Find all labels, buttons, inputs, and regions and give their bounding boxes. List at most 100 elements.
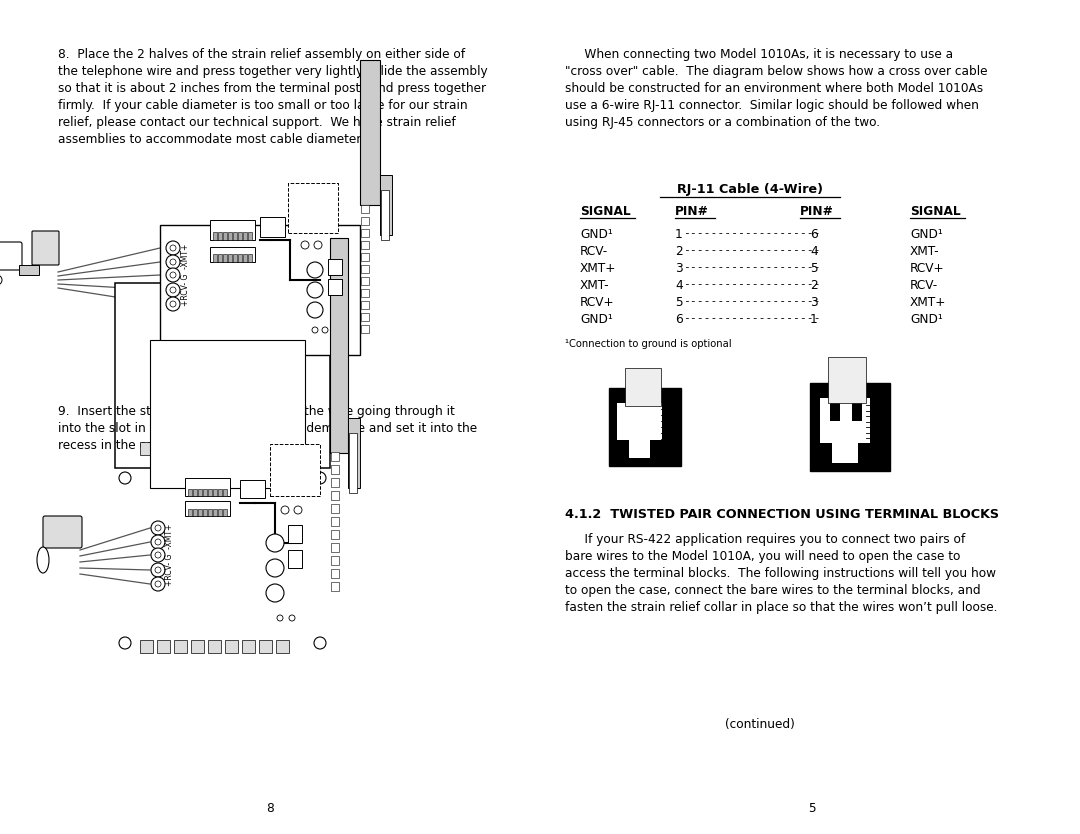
Bar [225, 640, 238, 653]
Circle shape [322, 327, 328, 333]
Text: GND¹: GND¹ [910, 228, 943, 241]
Circle shape [166, 283, 180, 297]
Bar [852, 401, 862, 421]
Bar [330, 478, 339, 487]
Bar [288, 550, 302, 568]
Ellipse shape [37, 547, 49, 573]
Text: PIN#: PIN# [800, 205, 834, 218]
Bar [208, 489, 212, 496]
Bar [609, 388, 681, 466]
Bar [222, 254, 227, 262]
Text: --------------------: -------------------- [683, 313, 820, 323]
Bar [361, 313, 369, 321]
Circle shape [119, 637, 131, 649]
Bar [193, 509, 197, 516]
Bar [858, 443, 870, 463]
Text: 8: 8 [266, 802, 274, 815]
Text: XMT-: XMT- [910, 245, 940, 258]
Bar [203, 489, 207, 496]
Text: RCV+: RCV+ [580, 296, 615, 309]
Bar [361, 289, 369, 297]
Circle shape [156, 581, 161, 587]
Circle shape [156, 552, 161, 558]
Bar [157, 442, 170, 455]
Text: RCV+: RCV+ [910, 262, 945, 275]
Bar [188, 489, 192, 496]
Text: XMT+: XMT+ [910, 296, 946, 309]
Bar [330, 504, 339, 513]
Bar [240, 480, 265, 498]
Circle shape [166, 297, 180, 311]
Bar [330, 582, 339, 591]
Text: SIGNAL: SIGNAL [910, 205, 960, 218]
Text: 3: 3 [878, 414, 882, 423]
Text: +RCV- G  -XMT+: +RCV- G -XMT+ [165, 524, 175, 586]
Text: 2: 2 [878, 409, 882, 418]
Bar [191, 442, 204, 455]
Circle shape [289, 615, 295, 621]
Bar [330, 452, 339, 461]
Bar [228, 232, 232, 240]
Text: 1: 1 [675, 228, 683, 241]
Circle shape [151, 563, 165, 577]
Bar [222, 489, 227, 496]
Circle shape [119, 472, 131, 484]
Bar [248, 254, 252, 262]
Circle shape [156, 539, 161, 545]
Bar [820, 398, 870, 463]
Bar [380, 175, 392, 235]
Bar [361, 217, 369, 225]
Bar [208, 442, 221, 455]
Text: 7: 7 [878, 436, 882, 445]
Circle shape [151, 577, 165, 591]
Circle shape [314, 472, 326, 484]
Text: 4: 4 [672, 425, 677, 434]
Bar [625, 368, 661, 406]
Bar [198, 509, 202, 516]
Text: 2: 2 [672, 413, 677, 422]
Bar [160, 225, 360, 355]
Circle shape [166, 241, 180, 255]
Bar [360, 60, 380, 205]
Text: XMT-: XMT- [580, 279, 609, 292]
Bar [381, 190, 389, 240]
Bar [222, 509, 227, 516]
Bar [242, 640, 255, 653]
Circle shape [266, 559, 284, 577]
Text: RCV-: RCV- [910, 279, 939, 292]
Bar [191, 640, 204, 653]
Bar [361, 301, 369, 309]
Bar [218, 232, 222, 240]
Text: 4: 4 [878, 420, 882, 429]
Circle shape [156, 567, 161, 573]
Bar [349, 433, 357, 493]
Bar [328, 259, 342, 275]
Circle shape [307, 302, 323, 318]
Text: 8.  Place the 2 halves of the strain relief assembly on either side of
the telep: 8. Place the 2 halves of the strain reli… [58, 48, 488, 146]
Text: 4: 4 [675, 279, 683, 292]
Bar [210, 247, 255, 262]
Text: GND¹: GND¹ [580, 313, 612, 326]
Bar [330, 543, 339, 552]
Text: 1: 1 [878, 403, 882, 412]
Text: --------------------: -------------------- [683, 228, 820, 238]
Bar [210, 220, 255, 240]
Bar [185, 478, 230, 496]
Circle shape [166, 268, 180, 282]
Bar [208, 509, 212, 516]
Bar [276, 640, 289, 653]
Bar [203, 509, 207, 516]
Bar [238, 232, 242, 240]
Text: 2: 2 [810, 279, 818, 292]
Text: 9.  Insert the strain relief assembly with the wire going through it
into the sl: 9. Insert the strain relief assembly wit… [58, 405, 477, 452]
Bar [270, 444, 320, 496]
Bar [157, 640, 170, 653]
Text: 1: 1 [672, 407, 677, 416]
Circle shape [312, 327, 318, 333]
Text: GND¹: GND¹ [910, 313, 943, 326]
Bar [213, 232, 217, 240]
Circle shape [294, 506, 302, 514]
Text: (continued): (continued) [725, 718, 795, 731]
Bar [218, 489, 222, 496]
Text: 4: 4 [810, 245, 818, 258]
